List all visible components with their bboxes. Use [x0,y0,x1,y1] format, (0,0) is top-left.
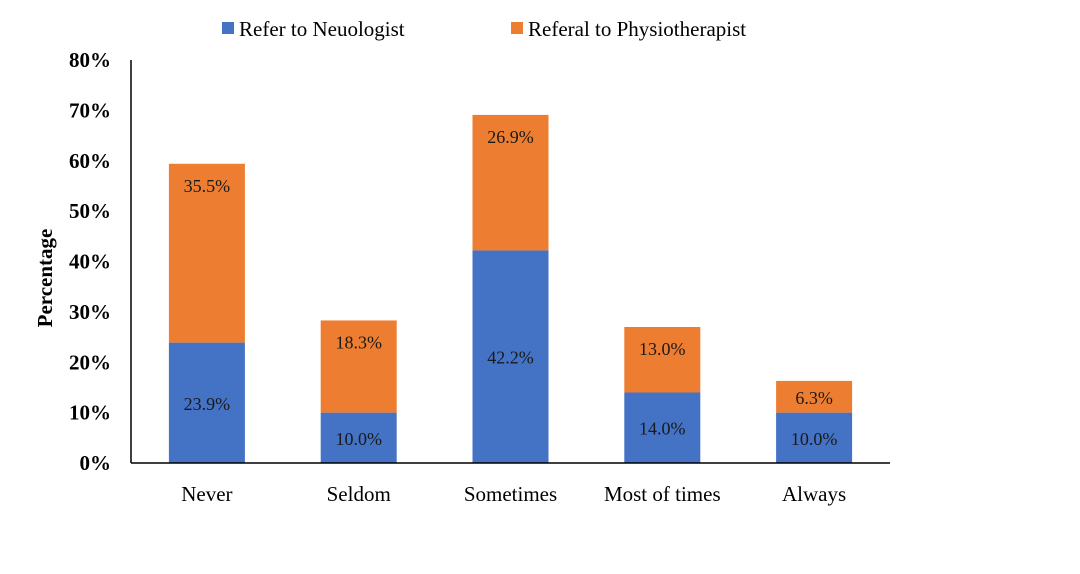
legend-label: Refer to Neuologist [239,17,405,41]
x-tick-label: Seldom [327,482,391,506]
data-label: 18.3% [335,332,382,352]
y-tick-label: 20% [69,350,111,374]
data-label: 10.0% [791,429,838,449]
bar-refer-to-neuologist [168,342,245,463]
bar-referal-to-physiotherapist [776,380,853,413]
data-label: 14.0% [639,419,686,439]
y-tick-label: 40% [69,250,111,274]
y-tick-label: 60% [69,149,111,173]
legend-swatch [222,22,234,34]
bar-refer-to-neuologist [624,392,701,463]
x-tick-label: Always [782,482,846,506]
bars [168,114,853,463]
x-tick-label: Never [181,482,232,506]
bar-refer-to-neuologist [776,412,853,463]
bar-referal-to-physiotherapist [624,326,701,393]
legend-swatch [511,22,523,34]
bar-referal-to-physiotherapist [320,320,397,413]
x-tick-label: Sometimes [464,482,557,506]
bar-referal-to-physiotherapist [168,163,245,343]
y-axis-ticks: 0% 10% 20% 30% 40% 50% 60% 70% 80% [69,48,111,475]
y-tick-label: 50% [69,199,111,223]
data-label: 6.3% [795,388,833,408]
data-label: 42.2% [487,348,534,368]
y-tick-label: 70% [69,98,111,122]
bar-referal-to-physiotherapist [472,114,549,251]
y-tick-label: 0% [80,451,112,475]
axes [130,60,890,464]
x-axis-ticks: Never Seldom Sometimes Most of times Always [181,482,846,506]
bar-refer-to-neuologist [320,412,397,463]
y-tick-label: 30% [69,300,111,324]
data-label: 35.5% [184,176,231,196]
y-tick-label: 80% [69,48,111,72]
data-label: 26.9% [487,127,534,147]
data-label: 23.9% [184,394,231,414]
y-axis-title: Percentage [33,229,57,328]
y-tick-label: 10% [69,401,111,425]
data-label: 13.0% [639,339,686,359]
data-label: 10.0% [335,429,382,449]
legend-label: Referal to Physiotherapist [528,17,746,41]
bar-labels: 23.9% 35.5% 10.0% 18.3% 42.2% 26.9% 14.0% 13.0%… [184,127,838,449]
x-tick-label: Most of times [604,482,721,506]
legend: Refer to Neuologist Referal to Physiother… [222,17,746,41]
bar-refer-to-neuologist [472,250,549,463]
